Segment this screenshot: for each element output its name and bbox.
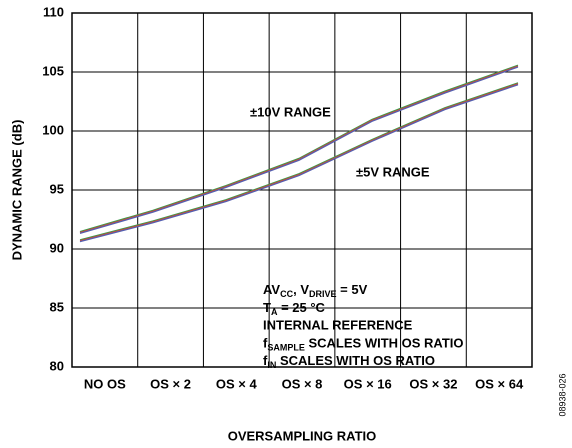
line-series bbox=[79, 64, 519, 233]
plot-frame bbox=[71, 12, 533, 368]
y-tick-label: 80 bbox=[50, 358, 64, 373]
y-tick-label: 85 bbox=[50, 299, 64, 314]
y-axis-label: DYNAMIC RANGE (dB) bbox=[9, 120, 24, 261]
line-series bbox=[79, 66, 519, 235]
series-label: ±10V RANGE bbox=[250, 104, 331, 119]
x-tick-label: OS × 2 bbox=[150, 376, 191, 391]
annotation-text: INTERNAL REFERENCE bbox=[263, 318, 413, 333]
annotation-text: SCALES WITH OS RATIO bbox=[276, 354, 435, 369]
y-tick-label: 90 bbox=[50, 240, 64, 255]
annotation-subscript: IN bbox=[267, 361, 276, 371]
x-tick-label: NO OS bbox=[84, 376, 126, 391]
annotation-text: SCALES WITH OS RATIO bbox=[305, 336, 464, 351]
annotation-line: INTERNAL REFERENCE bbox=[263, 318, 413, 333]
x-tick-label: OS × 32 bbox=[409, 376, 457, 391]
annotation-text: = 25 °C bbox=[277, 300, 325, 315]
x-axis-label: OVERSAMPLING RATIO bbox=[228, 428, 377, 443]
line-series bbox=[79, 83, 519, 242]
y-tick-label: 95 bbox=[50, 181, 64, 196]
line-series bbox=[79, 82, 519, 241]
annotation-subscript: CC bbox=[280, 289, 293, 299]
annotation-line: TA = 25 °C bbox=[263, 300, 326, 317]
annotation-subscript: SAMPLE bbox=[267, 343, 305, 353]
y-tick-label: 110 bbox=[43, 4, 64, 19]
x-tick-label: OS × 4 bbox=[216, 376, 258, 391]
line-series bbox=[79, 65, 519, 234]
x-tick-label: OS × 16 bbox=[344, 376, 392, 391]
annotation-text: AV bbox=[263, 282, 280, 297]
annotation-text: = 5V bbox=[337, 282, 368, 297]
figure-id: 08938-026 bbox=[557, 373, 567, 416]
annotation-subscript: A bbox=[271, 307, 278, 317]
annotation-line: fIN SCALES WITH OS RATIO bbox=[263, 354, 435, 371]
y-tick-label: 100 bbox=[42, 122, 64, 137]
annotation-line: AVCC, VDRIVE = 5V bbox=[263, 282, 368, 299]
y-tick-label: 105 bbox=[42, 63, 64, 78]
x-tick-label: OS × 64 bbox=[475, 376, 524, 391]
annotation-text: T bbox=[263, 300, 271, 315]
annotation-text: f bbox=[263, 336, 268, 351]
line-series bbox=[79, 84, 519, 243]
annotation-line: fSAMPLE SCALES WITH OS RATIO bbox=[263, 336, 464, 353]
annotation-text: , V bbox=[293, 282, 309, 297]
annotation-subscript: DRIVE bbox=[309, 289, 337, 299]
annotation-text: f bbox=[263, 354, 268, 369]
x-tick-label: OS × 8 bbox=[282, 376, 323, 391]
series-label: ±5V RANGE bbox=[356, 164, 430, 179]
